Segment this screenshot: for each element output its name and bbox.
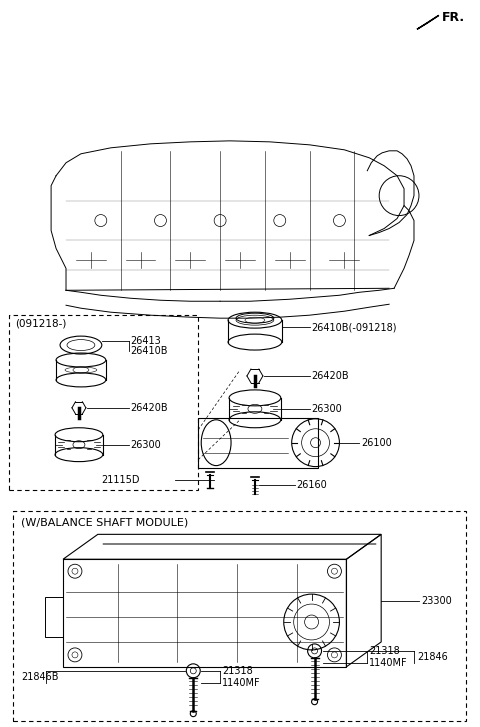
Text: 26413: 26413 <box>131 336 161 346</box>
Bar <box>45 597 63 637</box>
Text: 26420B: 26420B <box>131 403 168 413</box>
Bar <box>9 316 198 489</box>
Text: 21115D: 21115D <box>101 475 139 485</box>
Text: 21318: 21318 <box>222 666 253 676</box>
Text: 26160: 26160 <box>297 480 327 489</box>
Text: (W/BALANCE SHAFT MODULE): (W/BALANCE SHAFT MODULE) <box>21 518 189 527</box>
Bar <box>13 511 466 720</box>
Polygon shape <box>417 15 439 29</box>
Text: 26100: 26100 <box>361 438 392 448</box>
Text: 26300: 26300 <box>312 403 342 414</box>
Text: 26300: 26300 <box>131 440 161 450</box>
Text: FR.: FR. <box>442 11 465 24</box>
Bar <box>198 418 318 467</box>
Text: (091218-): (091218-) <box>15 318 67 328</box>
Text: 21846: 21846 <box>417 652 448 662</box>
Bar <box>63 559 347 667</box>
Text: 21846B: 21846B <box>21 672 59 682</box>
Text: 1140MF: 1140MF <box>369 658 408 668</box>
Text: 26420B: 26420B <box>312 371 349 381</box>
Text: 1140MF: 1140MF <box>222 678 261 688</box>
Text: 26410B: 26410B <box>131 346 168 356</box>
Text: 21318: 21318 <box>369 646 400 656</box>
Text: 23300: 23300 <box>421 596 452 606</box>
Text: 26410B(-091218): 26410B(-091218) <box>312 322 397 332</box>
